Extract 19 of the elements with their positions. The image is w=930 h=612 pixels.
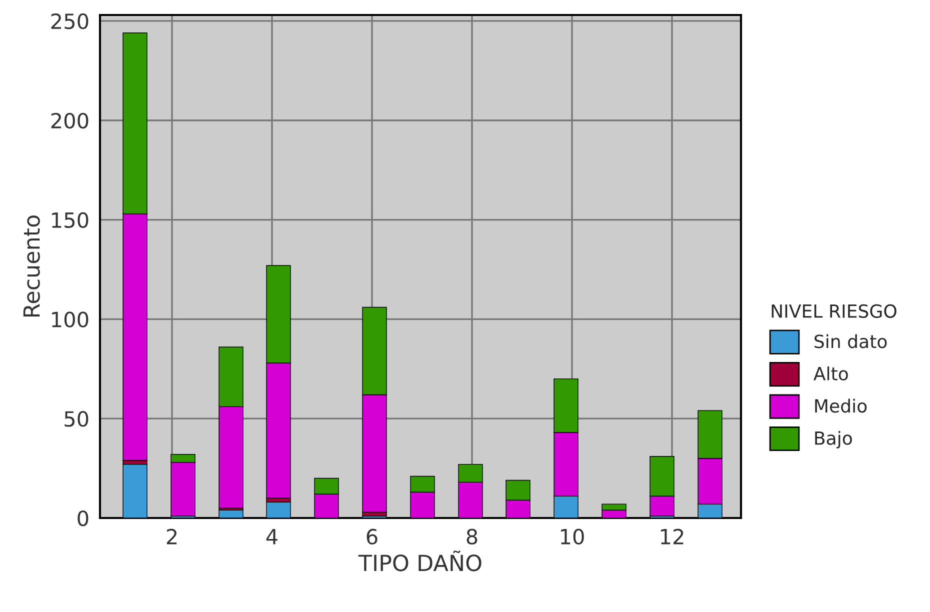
legend-label: Bajo [815, 430, 852, 448]
x-tick-label: 12 [661, 528, 684, 544]
y-tick-label: 250 [51, 13, 88, 30]
y-tick-label: 50 [64, 411, 88, 427]
x-tick-label: 10 [561, 528, 584, 545]
legend-label: Alto [814, 366, 848, 380]
legend-label: Medio [815, 398, 867, 413]
x-tick-label: 8 [466, 528, 478, 545]
legend-title: NIVEL RIESGO [772, 304, 896, 318]
y-tick-label: 0 [78, 510, 88, 526]
y-axis-title: Recuento [23, 215, 40, 317]
x-tick-label: 4 [266, 529, 278, 544]
x-tick-label: 6 [366, 528, 378, 545]
x-tick-label: 2 [166, 528, 177, 544]
y-tick-label: 150 [52, 212, 88, 228]
y-tick-label: 100 [52, 312, 88, 328]
legend-label: Sin dato [814, 334, 887, 348]
y-tick-label: 200 [51, 112, 88, 129]
x-axis-title: TIPO DAÑO [358, 550, 482, 572]
